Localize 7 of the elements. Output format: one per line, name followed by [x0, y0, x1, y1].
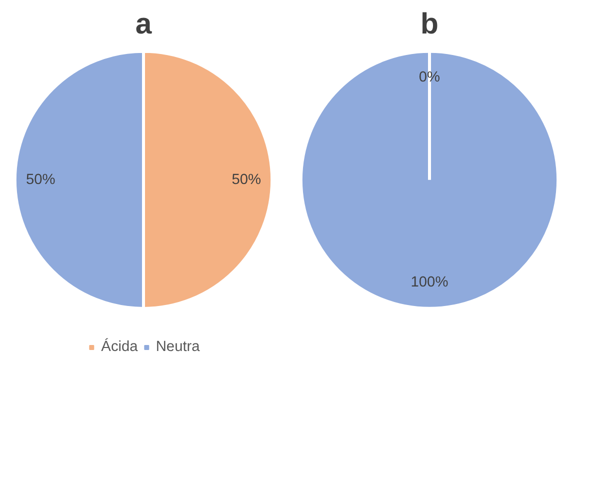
data-label: 50% [232, 172, 262, 188]
legend-label: Ácida [101, 339, 138, 355]
chart-title: b [420, 8, 438, 40]
legend-label: Neutra [156, 339, 200, 355]
chart-title: a [135, 8, 152, 40]
data-label: 50% [26, 172, 56, 188]
data-label: 100% [410, 274, 448, 290]
